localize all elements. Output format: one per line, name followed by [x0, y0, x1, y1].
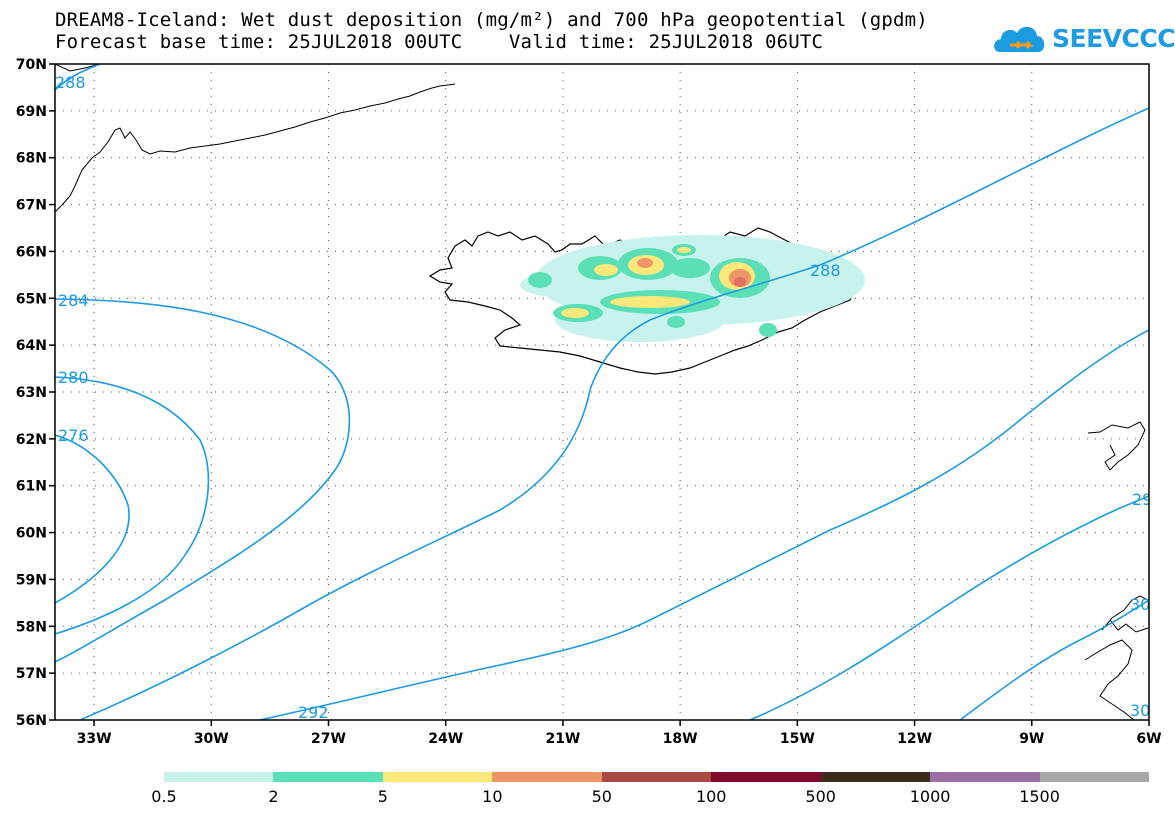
lat-tick-label: 62N	[16, 432, 47, 448]
contour-label: 280	[58, 368, 89, 387]
colorbar-label: 1000	[909, 787, 951, 806]
map-title: DREAM8-Iceland: Wet dust deposition (mg/…	[55, 9, 928, 31]
lon-tick-label: 12W	[897, 731, 932, 747]
lat-tick-label: 70N	[16, 57, 47, 73]
contour-labels: 288 284 280 276 292 288 29 30 30	[55, 73, 1152, 722]
graticule	[55, 64, 1149, 720]
seevccc-logo: SEEVCCC	[990, 18, 1175, 60]
dust-deposition-field	[520, 235, 865, 342]
logo-text: SEEVCCC	[1052, 24, 1175, 53]
axis-ticks: 70N 69N 68N 67N 66N 65N 64N 63N 62N 61N 60N 59N 58N 5…	[16, 57, 1162, 747]
colorbar-segment	[601, 772, 712, 782]
lat-tick-label: 60N	[16, 526, 47, 542]
colorbar-label: 5	[377, 787, 388, 806]
lat-tick-label: 69N	[16, 104, 47, 120]
colorbar-label: 2	[268, 787, 279, 806]
lon-tick-label: 9W	[1019, 731, 1044, 747]
lat-tick-label: 61N	[16, 479, 47, 495]
contour-label: 288	[810, 261, 841, 280]
lat-tick-label: 66N	[16, 244, 47, 260]
contour-label: 30	[1130, 595, 1150, 614]
lon-tick-label: 18W	[663, 731, 698, 747]
lon-tick-label: 27W	[311, 731, 346, 747]
colorbar-segment	[492, 772, 603, 782]
lat-tick-label: 63N	[16, 385, 47, 401]
colorbar-segment	[1039, 772, 1150, 782]
cloud-icon	[994, 26, 1045, 52]
lat-tick-label: 58N	[16, 619, 47, 635]
lon-tick-label: 33W	[77, 731, 112, 747]
shetland-coastline	[1087, 421, 1146, 471]
colorbar-label: 10	[482, 787, 503, 806]
contour-label: 30	[1130, 701, 1150, 720]
map-frame	[54, 63, 1150, 721]
lon-tick-label: 15W	[780, 731, 815, 747]
contour-label: 288	[55, 73, 86, 92]
contour-label: 292	[298, 703, 329, 722]
map-subtitle: Forecast base time: 25JUL2018 00UTC Vali…	[55, 31, 824, 53]
colorbar-label: 1500	[1019, 787, 1060, 806]
lon-tick-label: 30W	[194, 731, 229, 747]
colorbar-label: 50	[591, 787, 612, 806]
colorbar-label: 500	[805, 787, 836, 806]
colorbar-label: 100	[695, 787, 727, 806]
lon-tick-label: 6W	[1136, 731, 1161, 747]
colorbar-segment	[820, 772, 931, 782]
lat-tick-label: 65N	[16, 291, 47, 307]
lat-tick-label: 57N	[16, 666, 47, 682]
colorbar-segment	[711, 772, 822, 782]
greenland-coastline	[55, 83, 456, 213]
colorbar-label: 0.5	[151, 787, 177, 806]
colorbar-segment	[382, 772, 493, 782]
lat-tick-label: 64N	[16, 338, 47, 354]
mainland-coast	[1109, 619, 1149, 633]
colorbar-segment	[930, 772, 1041, 782]
lat-tick-label: 67N	[16, 198, 47, 214]
lat-tick-label: 56N	[16, 713, 47, 729]
geopotential-contours	[55, 64, 1149, 720]
colorbar-segment	[273, 772, 384, 782]
lon-tick-label: 24W	[428, 731, 463, 747]
colorbar-segment	[164, 772, 274, 782]
lat-tick-label: 59N	[16, 572, 47, 588]
contour-label: 29	[1132, 490, 1152, 509]
greenland-tip	[55, 64, 101, 72]
contour-label: 284	[58, 291, 89, 310]
lat-tick-label: 68N	[16, 151, 47, 167]
contour-label: 276	[58, 426, 89, 445]
lon-tick-label: 21W	[545, 731, 580, 747]
